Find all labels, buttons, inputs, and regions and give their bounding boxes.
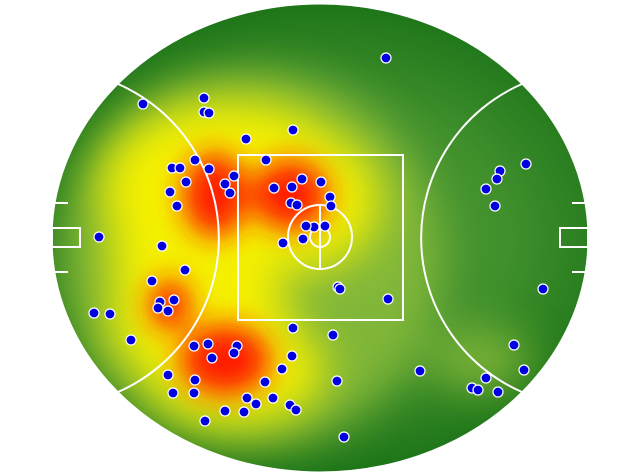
point xyxy=(291,199,303,211)
point xyxy=(338,431,350,443)
point xyxy=(189,374,201,386)
point xyxy=(334,283,346,295)
point xyxy=(224,187,236,199)
point xyxy=(319,220,331,232)
point xyxy=(492,386,504,398)
point xyxy=(241,392,253,404)
point xyxy=(380,52,392,64)
point xyxy=(286,350,298,362)
point xyxy=(88,307,100,319)
point xyxy=(137,98,149,110)
point xyxy=(146,275,158,287)
point xyxy=(480,372,492,384)
point xyxy=(250,398,262,410)
point xyxy=(180,176,192,188)
point xyxy=(198,92,210,104)
point xyxy=(219,405,231,417)
point xyxy=(508,339,520,351)
point xyxy=(287,322,299,334)
point xyxy=(188,387,200,399)
point xyxy=(537,283,549,295)
point xyxy=(518,364,530,376)
point xyxy=(203,163,215,175)
point xyxy=(219,178,231,190)
point xyxy=(300,220,312,232)
point xyxy=(315,176,327,188)
point xyxy=(188,340,200,352)
point xyxy=(206,352,218,364)
point xyxy=(168,294,180,306)
point xyxy=(276,363,288,375)
point xyxy=(189,154,201,166)
point xyxy=(287,124,299,136)
point xyxy=(327,329,339,341)
point xyxy=(260,154,272,166)
point xyxy=(520,158,532,170)
point xyxy=(164,186,176,198)
point xyxy=(325,200,337,212)
point xyxy=(297,233,309,245)
point xyxy=(331,375,343,387)
point xyxy=(414,365,426,377)
point xyxy=(228,347,240,359)
point xyxy=(238,406,250,418)
point xyxy=(203,107,215,119)
point xyxy=(162,369,174,381)
point xyxy=(156,240,168,252)
point xyxy=(228,170,240,182)
point xyxy=(199,415,211,427)
point xyxy=(382,293,394,305)
point xyxy=(174,162,186,174)
point xyxy=(491,173,503,185)
point xyxy=(259,376,271,388)
point xyxy=(286,181,298,193)
point xyxy=(162,305,174,317)
point xyxy=(152,302,164,314)
point xyxy=(125,334,137,346)
point xyxy=(171,200,183,212)
point xyxy=(472,384,484,396)
point xyxy=(240,133,252,145)
point xyxy=(480,183,492,195)
point xyxy=(202,338,214,350)
point xyxy=(268,182,280,194)
point xyxy=(167,387,179,399)
point xyxy=(93,231,105,243)
point xyxy=(104,308,116,320)
field-markings xyxy=(51,3,589,473)
point xyxy=(489,200,501,212)
point xyxy=(179,264,191,276)
point xyxy=(267,392,279,404)
point xyxy=(290,404,302,416)
point xyxy=(277,237,289,249)
point xyxy=(296,173,308,185)
